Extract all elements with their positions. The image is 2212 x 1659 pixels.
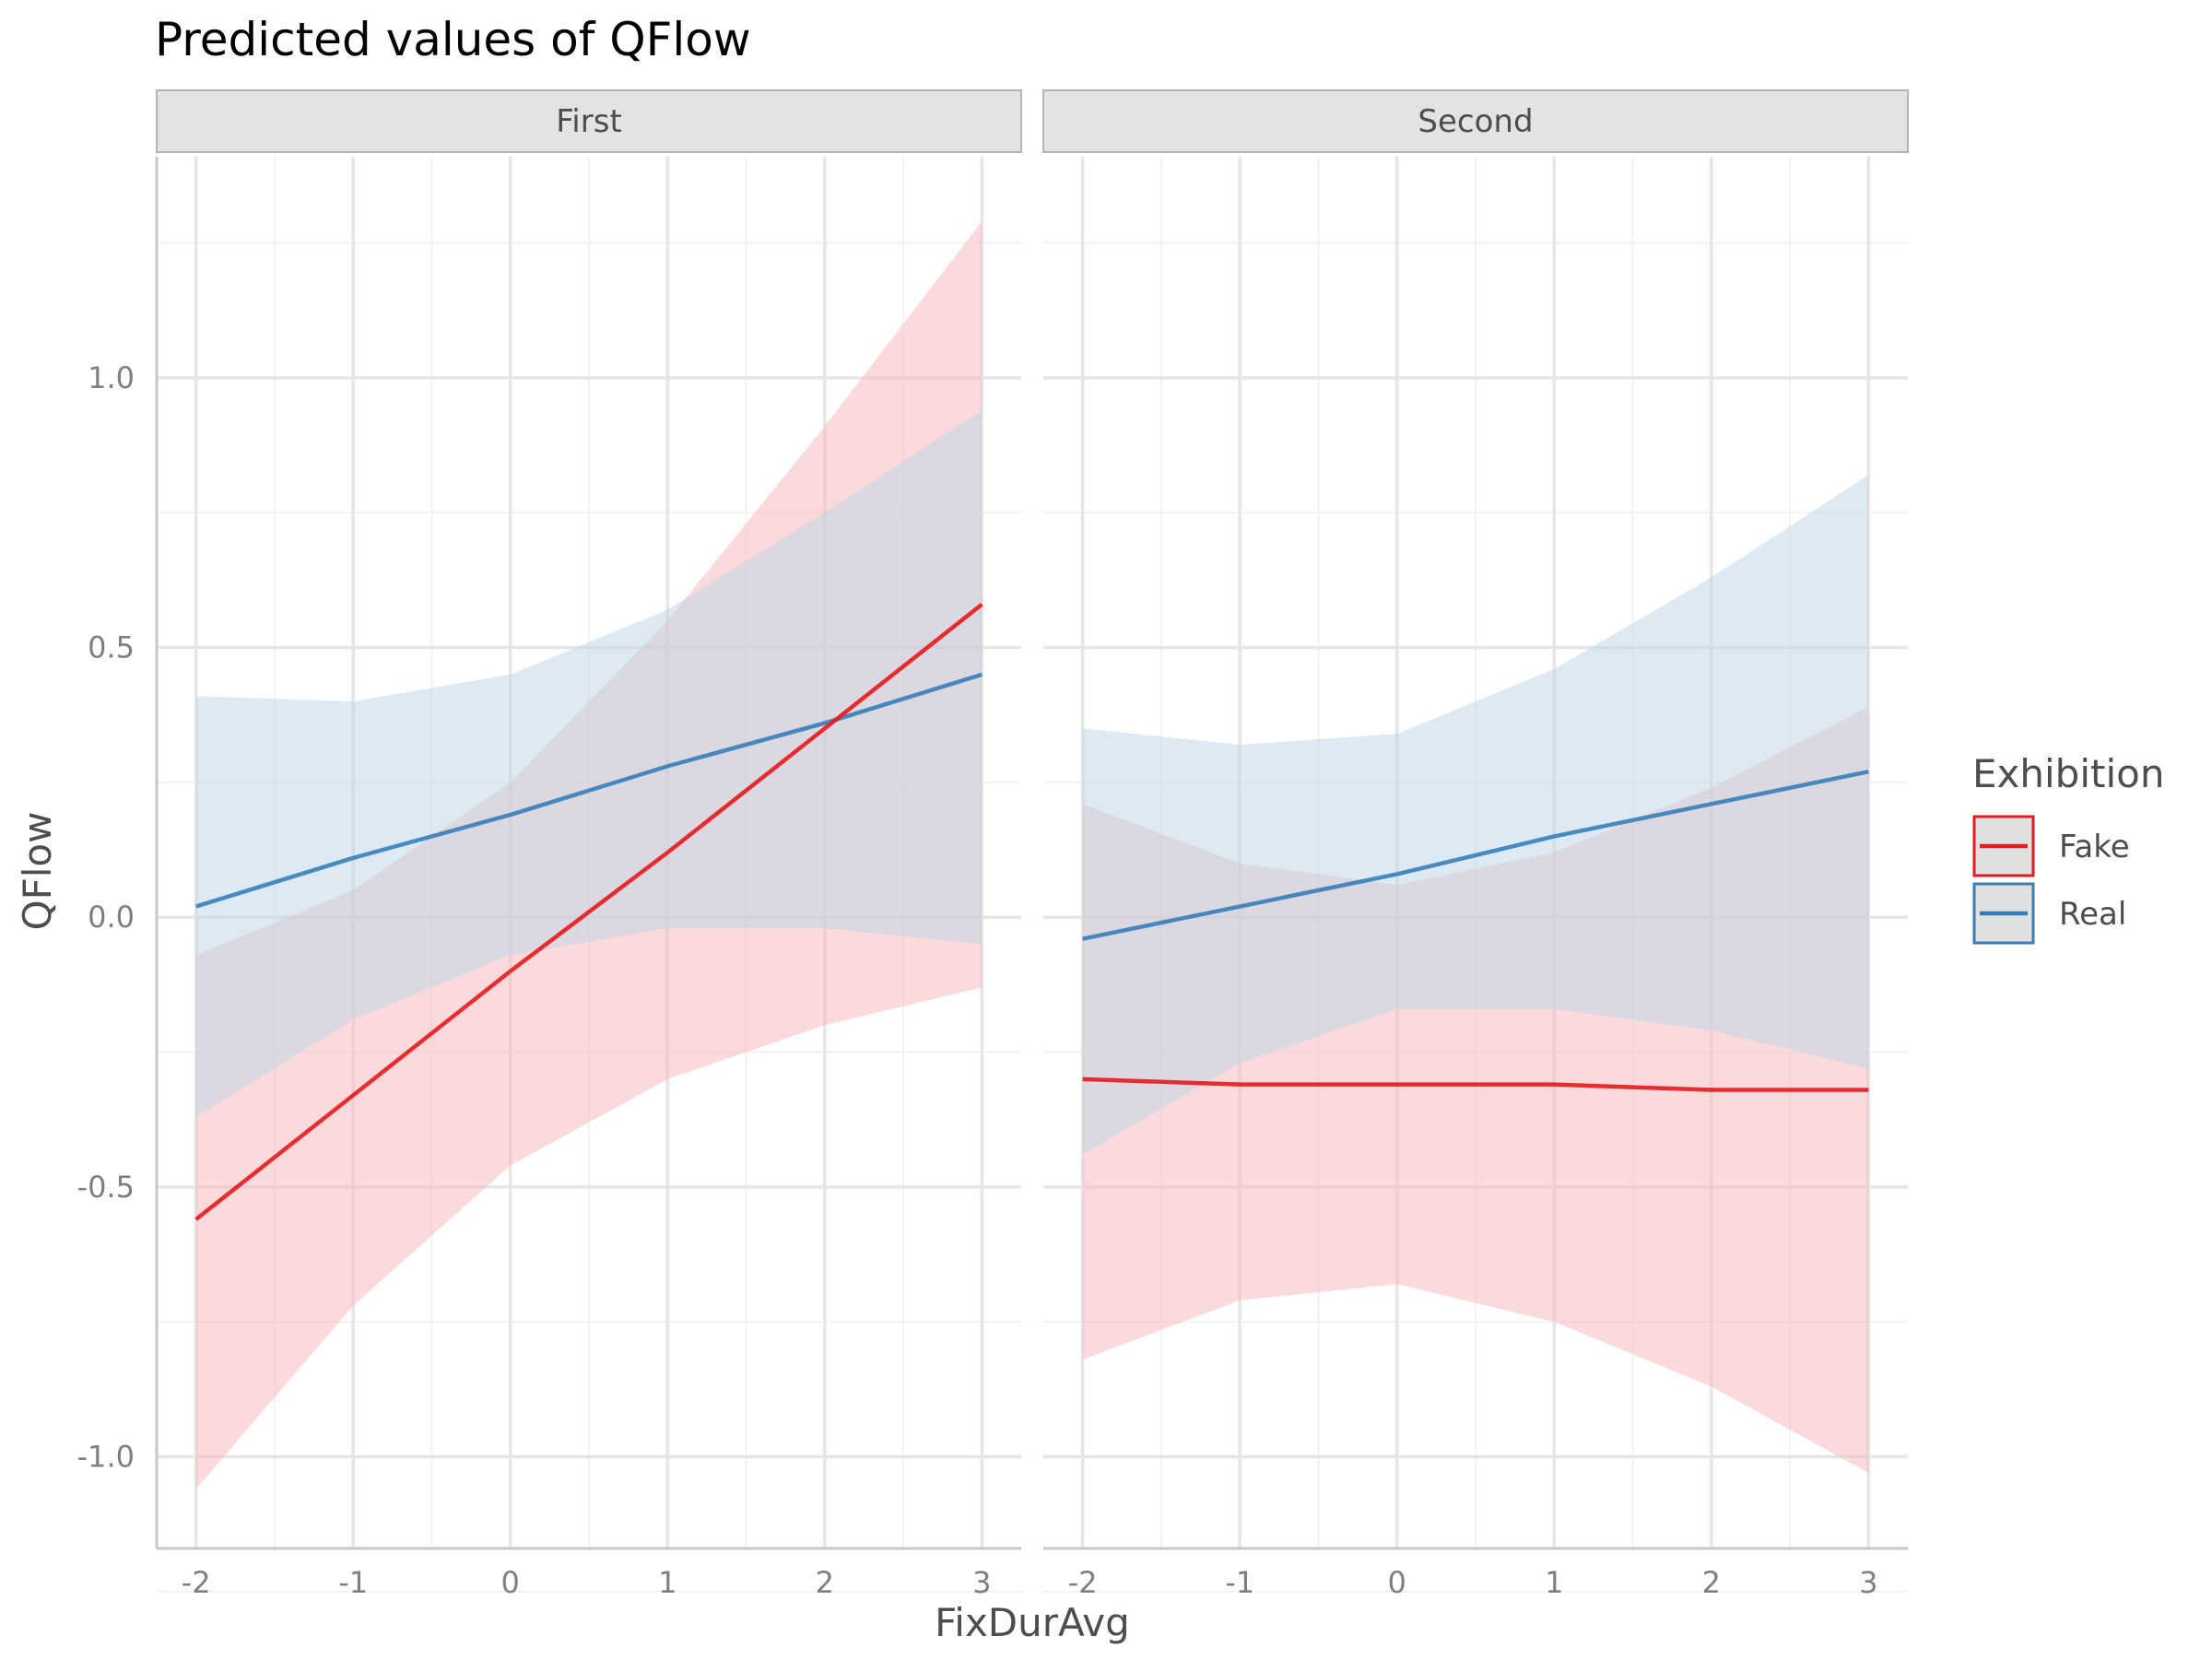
y-axis-title: QFlow: [15, 812, 60, 931]
x-tick-label: -2: [182, 1565, 211, 1600]
series-line-fake: [1082, 1077, 1869, 1092]
series-line-real: [194, 672, 983, 909]
facet-strip-label: First: [556, 103, 622, 140]
facet-second: Second -2 -1 0 1 2 3: [1042, 89, 1909, 1600]
y-tick-label: 1.0: [88, 360, 135, 395]
x-tick-label: -1: [338, 1565, 368, 1600]
y-tick-label: -1.0: [77, 1440, 135, 1475]
x-tick-label: 2: [816, 1565, 834, 1600]
legend-title: Exhibition: [1972, 751, 2164, 796]
x-axis-title: FixDurAvg: [935, 1600, 1130, 1645]
chart-title: Predicted values of QFlow: [155, 13, 751, 66]
facet-first: First -2 -1 0 1 2 3 -1.0 -0.5 0.0 0.5 1.0: [77, 89, 1022, 1600]
y-tick-label: 0.5: [88, 630, 135, 665]
legend: Exhibition Fake Real: [1972, 751, 2164, 945]
facet-strip: [156, 89, 1022, 153]
x-tick-label: 1: [658, 1565, 677, 1600]
x-tick-label: 3: [972, 1565, 991, 1600]
y-tick-label: 0.0: [88, 900, 135, 935]
legend-label-fake: Fake: [2059, 829, 2130, 865]
ci-ribbon-real: [195, 410, 982, 1117]
x-tick-label: 0: [1388, 1565, 1406, 1600]
ci-ribbon-real: [1082, 475, 1869, 1155]
legend-label-real: Real: [2059, 896, 2126, 933]
facet-strip: [1042, 89, 1909, 153]
x-tick-label: 0: [501, 1565, 520, 1600]
x-tick-label: 2: [1702, 1565, 1721, 1600]
x-tick-label: -1: [1225, 1565, 1254, 1600]
x-tick-label: -2: [1068, 1565, 1098, 1600]
x-tick-label: 1: [1545, 1565, 1563, 1600]
x-tick-label: 3: [1859, 1565, 1877, 1600]
series-line-fake: [194, 603, 983, 1221]
y-tick-label: -0.5: [77, 1170, 135, 1205]
series-line-real: [1082, 770, 1869, 941]
facet-strip-label: Second: [1418, 103, 1533, 140]
